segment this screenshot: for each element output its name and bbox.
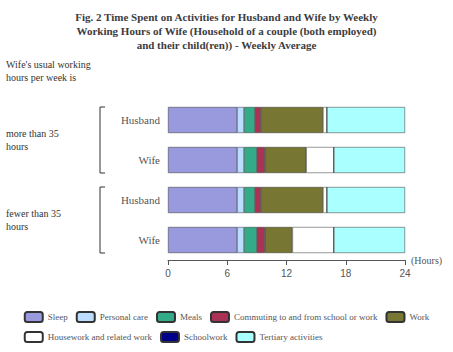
svg-text:12: 12 [281,268,293,279]
svg-text:6: 6 [224,268,230,279]
svg-text:hours: hours [6,221,28,232]
svg-text:Husband: Husband [121,114,161,126]
svg-text:hours per week is: hours per week is [6,72,76,83]
svg-text:Wife: Wife [138,154,160,166]
svg-text:24: 24 [399,268,411,279]
svg-text:Husband: Husband [121,194,161,206]
svg-text:Sleep: Sleep [48,312,68,322]
svg-text:Wife's usual working: Wife's usual working [6,59,91,70]
svg-text:Commuting to and from school o: Commuting to and from school or work [234,312,378,322]
svg-text:Meals: Meals [180,312,202,322]
svg-text:Personal care: Personal care [100,312,148,322]
svg-text:0: 0 [165,268,171,279]
svg-text:hours: hours [6,141,28,152]
svg-text:Working Hours of Wife (Househo: Working Hours of Wife (Household of a co… [77,25,377,38]
svg-text:(Hours): (Hours) [411,255,442,267]
svg-text:Housework and related work: Housework and related work [48,332,153,342]
svg-text:Schoolwork: Schoolwork [184,332,228,342]
svg-text:18: 18 [340,268,352,279]
svg-text:Fig. 2 Time Spent on Activitie: Fig. 2 Time Spent on Activities for Husb… [75,11,378,23]
svg-text:Work: Work [409,312,429,322]
svg-text:and their child(ren)) - Weekly: and their child(ren)) - Weekly Average [137,39,317,52]
svg-text:more than 35: more than 35 [6,128,59,139]
svg-text:Wife: Wife [138,234,160,246]
svg-text:fewer than 35: fewer than 35 [6,208,61,219]
svg-text:Tertiary activities: Tertiary activities [259,332,323,342]
